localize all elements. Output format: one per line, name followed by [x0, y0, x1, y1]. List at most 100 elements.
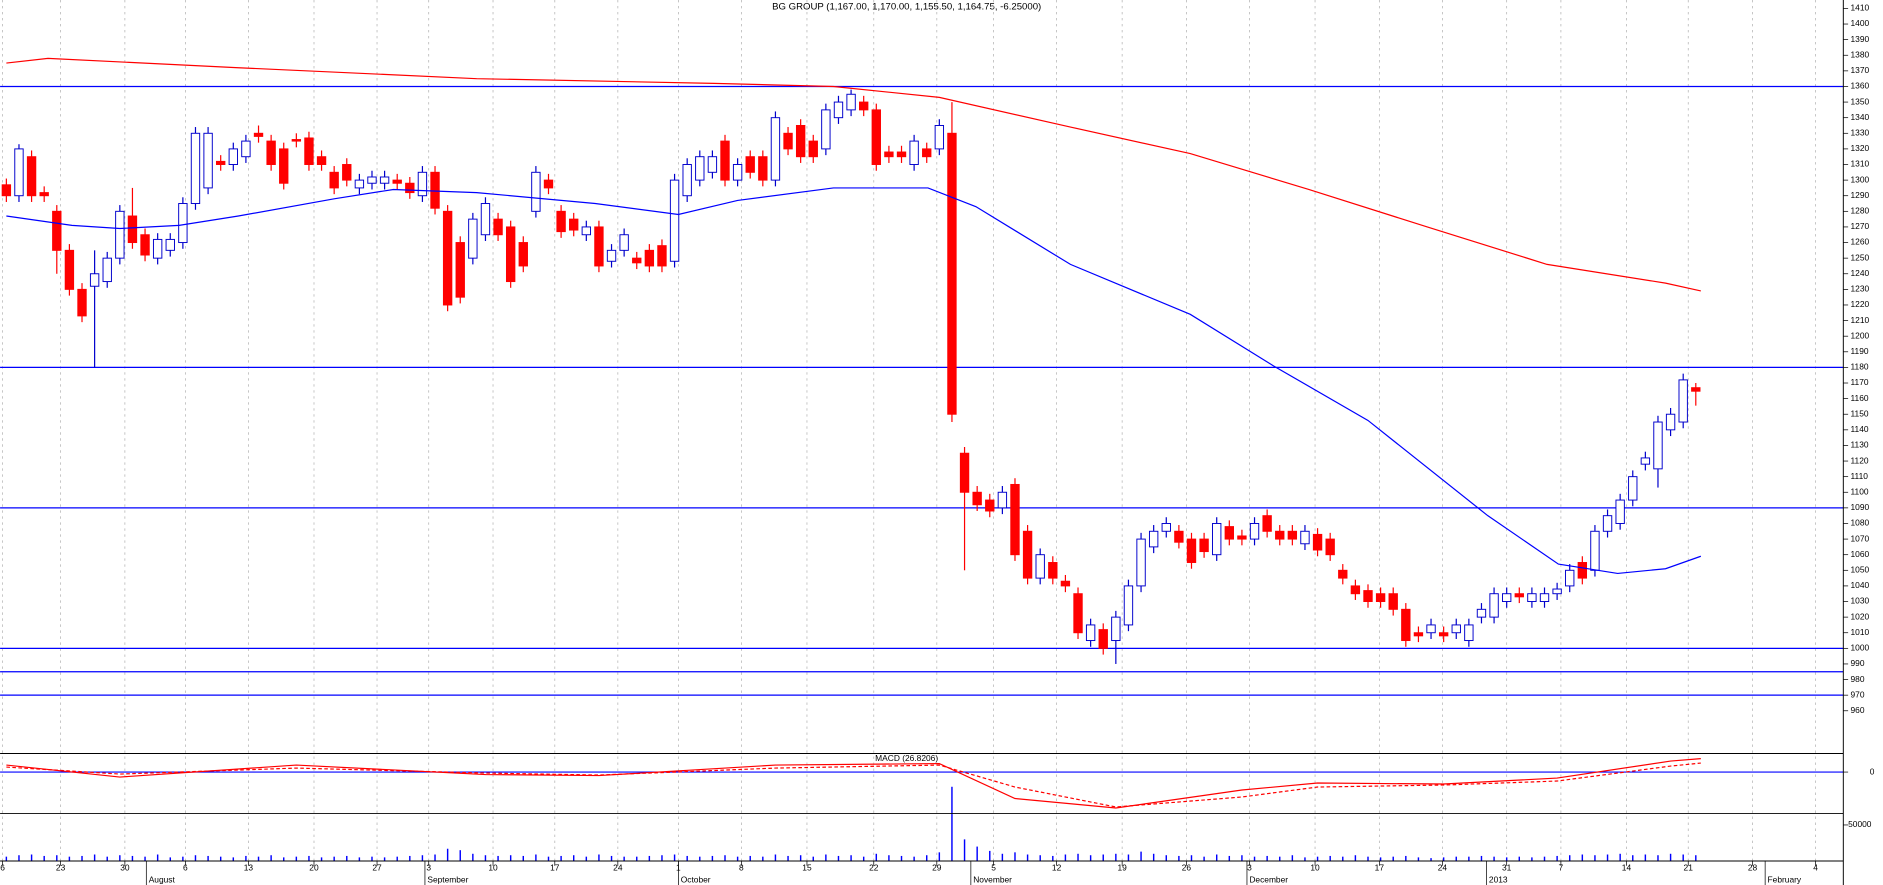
y-tick-label: 1120 — [1851, 455, 1869, 465]
month-label: 2013 — [1489, 874, 1508, 884]
month-label: November — [973, 874, 1012, 884]
y-tick-label: 1070 — [1851, 533, 1870, 543]
candle-body — [606, 249, 617, 262]
y-tick-label: 1320 — [1851, 143, 1870, 153]
candle-body — [1552, 588, 1562, 595]
candle-body — [934, 125, 945, 150]
candle-body — [569, 218, 579, 231]
x-tick-label: 12 — [1052, 862, 1062, 872]
x-tick-label: 3 — [426, 862, 431, 872]
candle-body — [619, 234, 629, 251]
candle-body — [430, 171, 440, 209]
candle-body — [190, 132, 201, 205]
month-label: December — [1249, 874, 1288, 884]
x-tick-label: 13 — [244, 862, 254, 872]
candle-body — [1010, 483, 1020, 556]
candle-body — [1489, 593, 1499, 618]
y-tick-label: 1030 — [1851, 596, 1870, 606]
candle-body — [1098, 629, 1108, 649]
y-tick-label: 1280 — [1851, 206, 1870, 216]
candle-body — [758, 156, 768, 181]
y-tick-label: 960 — [1851, 705, 1865, 715]
candle-body — [316, 156, 327, 165]
candle-body — [1388, 593, 1398, 610]
x-tick-label: 10 — [1310, 862, 1320, 872]
candle-body — [1249, 522, 1260, 540]
y-tick-label: 1230 — [1851, 284, 1870, 294]
candle-body — [115, 210, 125, 259]
candle-body — [795, 125, 806, 158]
month-label: February — [1768, 874, 1802, 884]
candle-body — [216, 160, 226, 165]
y-tick-label: 1020 — [1851, 611, 1870, 621]
y-tick-label: 0 — [1870, 766, 1875, 776]
x-tick-label: 6 — [0, 862, 5, 872]
candle-body — [1363, 590, 1373, 602]
candle-body — [26, 156, 37, 197]
candle-body — [581, 226, 592, 236]
candle-body — [695, 156, 705, 181]
candle-body — [1338, 569, 1348, 579]
month-label: August — [149, 874, 176, 884]
y-tick-label: 1200 — [1851, 330, 1870, 340]
candle-body — [707, 156, 718, 173]
chart-title: BG GROUP (1,167.00, 1,170.00, 1,155.50, … — [772, 2, 1041, 13]
y-tick-label: 970 — [1851, 689, 1865, 699]
candle-body — [1325, 538, 1335, 556]
candle-body — [947, 132, 957, 415]
candle-body — [39, 192, 49, 197]
candle-body — [77, 288, 87, 317]
candle-body — [1111, 616, 1121, 642]
candle-body — [1665, 413, 1676, 431]
x-tick-label: 4 — [1813, 862, 1818, 872]
candle-body — [228, 148, 238, 165]
y-tick-label: 990 — [1851, 658, 1865, 668]
candle-body — [480, 203, 491, 236]
candle-body — [518, 242, 528, 267]
y-tick-label: 1150 — [1851, 408, 1869, 418]
y-tick-label: 1130 — [1851, 440, 1869, 450]
candle-body — [455, 242, 465, 298]
candle-body — [833, 101, 844, 119]
candle-body — [493, 218, 503, 236]
candle-body — [1161, 522, 1171, 532]
candle-body — [64, 249, 75, 290]
candle-body — [1691, 387, 1701, 392]
candle-body — [279, 148, 289, 184]
month-label: September — [427, 874, 468, 884]
x-tick-label: 8 — [739, 862, 744, 872]
candle-body — [808, 140, 818, 158]
y-tick-label: 1240 — [1851, 268, 1870, 278]
candle-body — [1577, 562, 1588, 579]
candle-body — [1048, 562, 1058, 579]
candle-body — [682, 164, 692, 197]
candle-body — [1628, 476, 1638, 501]
candle-body — [669, 179, 680, 262]
y-tick-label: 1260 — [1851, 237, 1870, 247]
candle-body — [1212, 522, 1222, 556]
x-tick-label: 5 — [991, 862, 996, 872]
candle-body — [140, 234, 150, 256]
candle-body — [732, 164, 743, 181]
candle-body — [1640, 457, 1651, 465]
x-tick-label: 27 — [372, 862, 382, 872]
candle-body — [1615, 499, 1625, 524]
y-tick-label: 1250 — [1851, 252, 1870, 262]
candle-body — [543, 179, 554, 189]
candle-body — [1262, 515, 1272, 532]
x-tick-label: 24 — [1438, 862, 1448, 872]
x-tick-label: 31 — [1502, 862, 1512, 872]
candle-body — [1438, 632, 1449, 637]
y-tick-label: 1050 — [1851, 565, 1870, 575]
candle-body — [1653, 421, 1663, 470]
candle-body — [632, 257, 642, 264]
y-tick-label: 1220 — [1851, 299, 1870, 309]
candle-body — [1174, 530, 1184, 543]
y-tick-label: 1380 — [1851, 49, 1870, 59]
candle-body — [354, 179, 365, 189]
candle-body — [997, 491, 1008, 509]
candle-body — [417, 171, 428, 197]
candle-body — [657, 245, 667, 267]
candle-body — [266, 140, 276, 165]
y-tick-label: 1330 — [1851, 128, 1870, 138]
